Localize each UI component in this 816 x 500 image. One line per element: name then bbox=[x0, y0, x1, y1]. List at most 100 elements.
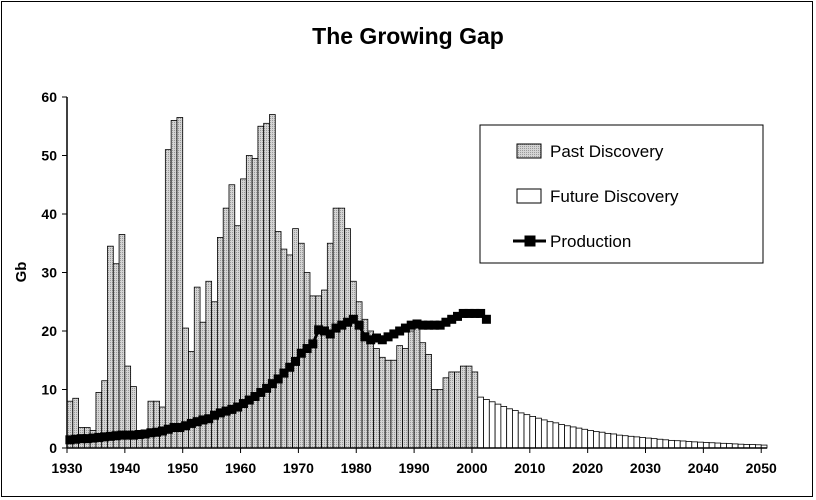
future-discovery-bar-2016 bbox=[564, 425, 571, 449]
future-discovery-bar-2015 bbox=[558, 424, 565, 449]
production-point-1977 bbox=[337, 320, 347, 330]
production-point-1940 bbox=[123, 430, 133, 440]
future-discovery-bar-2028 bbox=[633, 436, 641, 449]
future-discovery-bar-2021 bbox=[593, 431, 600, 449]
production-point-1974 bbox=[319, 326, 329, 336]
past-discovery-bar-1951 bbox=[188, 351, 195, 449]
past-discovery-bar-1979 bbox=[350, 280, 357, 449]
future-discovery-bar-2040 bbox=[702, 442, 710, 449]
future-discovery-bar-2002 bbox=[483, 399, 490, 449]
future-discovery-bar-2007 bbox=[512, 410, 519, 449]
production-point-1984 bbox=[377, 335, 387, 345]
past-discovery-bar-1944 bbox=[147, 400, 155, 449]
future-discovery-bar-2030 bbox=[645, 437, 652, 449]
production-point-1932 bbox=[76, 434, 86, 444]
production-point-1989 bbox=[406, 320, 416, 330]
production-point-1976 bbox=[331, 323, 341, 333]
past-discovery-bar-1947 bbox=[164, 149, 172, 449]
x-tick-label-2040: 2040 bbox=[688, 460, 719, 476]
past-discovery-bar-1968 bbox=[286, 254, 294, 449]
past-discovery-bar-1999 bbox=[465, 365, 473, 449]
y-tick-label-30: 30 bbox=[41, 265, 57, 281]
production-point-1969 bbox=[291, 356, 301, 366]
past-discovery-bar-1962 bbox=[251, 158, 259, 449]
production-point-1938 bbox=[111, 431, 121, 441]
production-point-1964 bbox=[262, 383, 272, 393]
future-discovery-bar-2034 bbox=[668, 439, 675, 449]
production-point-1962 bbox=[250, 392, 260, 402]
past-discovery-bar-1992 bbox=[425, 353, 432, 449]
future-discovery-bar-2019 bbox=[581, 428, 589, 449]
production-point-1980 bbox=[354, 320, 364, 330]
legend-label-future-discovery: Future Discovery bbox=[550, 187, 679, 206]
future-discovery-bar-2041 bbox=[708, 442, 716, 449]
past-discovery-bar-1953 bbox=[199, 321, 207, 449]
past-discovery-bar-1975 bbox=[326, 242, 334, 449]
production-point-1991 bbox=[418, 320, 428, 330]
past-discovery-bar-1984 bbox=[378, 356, 386, 449]
x-tick-label-1970: 1970 bbox=[283, 460, 314, 476]
past-discovery-bar-1982 bbox=[367, 330, 375, 449]
future-discovery-bar-2010 bbox=[529, 416, 536, 449]
future-discovery-bar-2022 bbox=[598, 431, 606, 449]
production-point-1981 bbox=[360, 332, 370, 342]
future-discovery-bar-2029 bbox=[639, 437, 646, 449]
past-discovery-bar-1974 bbox=[321, 289, 328, 449]
y-tick-label-0: 0 bbox=[49, 440, 57, 456]
past-discovery-bar-1987 bbox=[396, 345, 403, 449]
past-discovery-bar-1997 bbox=[454, 371, 461, 449]
future-discovery-bar-2039 bbox=[697, 441, 704, 449]
past-discovery-bar-1990 bbox=[413, 324, 421, 449]
production-point-1944 bbox=[146, 428, 156, 438]
production-point-1971 bbox=[302, 344, 312, 354]
legend-swatch-future-discovery bbox=[516, 188, 542, 204]
past-discovery-bar-1967 bbox=[280, 248, 288, 449]
future-discovery-bar-2005 bbox=[500, 406, 508, 449]
y-tick-label-20: 20 bbox=[41, 323, 57, 339]
x-tick-label-1940: 1940 bbox=[109, 460, 140, 476]
future-discovery-bar-2018 bbox=[575, 427, 583, 449]
production-point-1965 bbox=[267, 379, 277, 389]
production-point-1954 bbox=[204, 414, 214, 424]
past-discovery-bar-1972 bbox=[309, 295, 317, 449]
x-tick-label-1990: 1990 bbox=[399, 460, 430, 476]
production-point-1943 bbox=[140, 429, 150, 439]
future-discovery-bar-2032 bbox=[656, 438, 664, 449]
past-discovery-bar-1969 bbox=[292, 228, 299, 449]
production-point-1952 bbox=[192, 417, 202, 427]
x-tick-label-2000: 2000 bbox=[456, 460, 487, 476]
production-point-1960 bbox=[238, 399, 248, 409]
production-point-1930 bbox=[65, 435, 75, 445]
production-point-1957 bbox=[221, 406, 231, 416]
legend: Past Discovery Future Discovery Production bbox=[479, 124, 764, 264]
future-discovery-bar-2038 bbox=[691, 441, 698, 449]
future-discovery-bar-2035 bbox=[674, 440, 681, 449]
future-discovery-bar-2001 bbox=[477, 396, 484, 449]
x-tick-label-1930: 1930 bbox=[51, 460, 82, 476]
future-discovery-bar-2026 bbox=[621, 435, 629, 449]
past-discovery-bar-1988 bbox=[402, 348, 409, 449]
production-point-1936 bbox=[100, 432, 110, 442]
production-point-1961 bbox=[244, 395, 254, 405]
production-point-1987 bbox=[395, 326, 405, 336]
y-tick-label-40: 40 bbox=[41, 206, 57, 222]
past-discovery-bar-1964 bbox=[263, 122, 270, 449]
future-discovery-bar-2013 bbox=[546, 421, 554, 449]
production-point-1979 bbox=[348, 314, 358, 324]
production-point-1982 bbox=[366, 335, 376, 345]
future-discovery-bar-2011 bbox=[535, 417, 542, 449]
production-point-1934 bbox=[88, 433, 98, 443]
future-discovery-bar-2023 bbox=[604, 432, 612, 449]
production-point-1995 bbox=[441, 317, 451, 327]
production-point-1997 bbox=[453, 311, 462, 321]
legend-swatch-past-discovery bbox=[516, 143, 542, 159]
future-discovery-bar-2036 bbox=[679, 440, 687, 449]
production-point-1983 bbox=[372, 333, 381, 343]
future-discovery-bar-2020 bbox=[587, 430, 594, 449]
past-discovery-bar-1945 bbox=[153, 400, 160, 449]
y-tick-label-50: 50 bbox=[41, 148, 57, 164]
past-discovery-bar-1993 bbox=[431, 389, 438, 449]
past-discovery-bar-1937 bbox=[107, 245, 114, 449]
